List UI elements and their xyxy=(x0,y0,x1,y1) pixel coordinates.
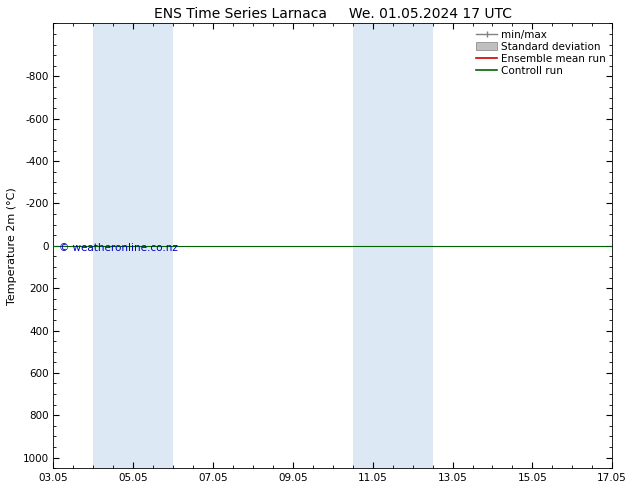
Bar xyxy=(93,24,173,468)
Text: © weatheronline.co.nz: © weatheronline.co.nz xyxy=(59,243,178,253)
Bar xyxy=(353,24,432,468)
Legend: min/max, Standard deviation, Ensemble mean run, Controll run: min/max, Standard deviation, Ensemble me… xyxy=(473,26,609,79)
Title: ENS Time Series Larnaca     We. 01.05.2024 17 UTC: ENS Time Series Larnaca We. 01.05.2024 1… xyxy=(154,7,512,21)
Y-axis label: Temperature 2m (°C): Temperature 2m (°C) xyxy=(7,187,17,305)
